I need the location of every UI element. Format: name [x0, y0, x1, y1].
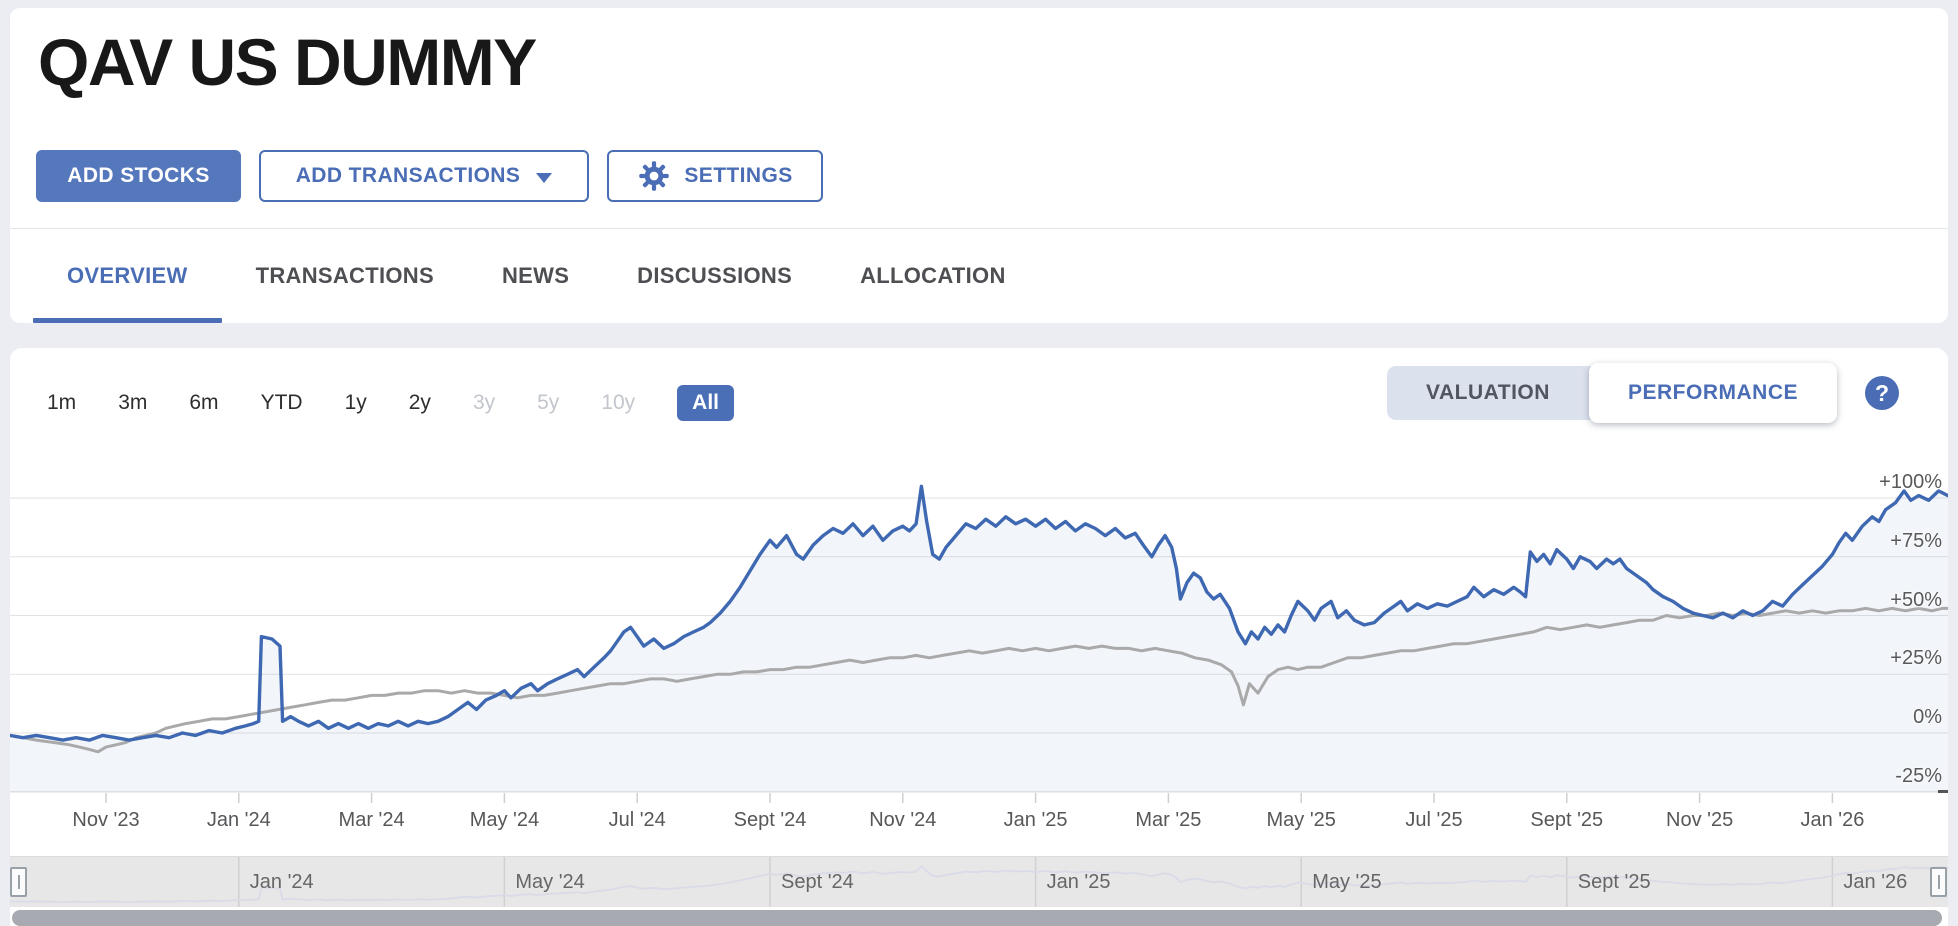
- x-axis-labels: Nov '23 Jan '24 Mar '24 May '24 Jul '24 Sept …: [10, 809, 1948, 839]
- navigator-left-handle[interactable]: [10, 867, 27, 897]
- add-transactions-label: ADD TRANSACTIONS: [295, 164, 521, 187]
- y-axis-label: +100%: [1879, 471, 1942, 493]
- x-axis-label: Nov '23: [72, 809, 140, 831]
- range-ytd[interactable]: YTD: [260, 391, 303, 414]
- y-axis-label: -25%: [1895, 764, 1942, 787]
- range-1m[interactable]: 1m: [47, 391, 77, 414]
- navigator-label: Jan '24: [249, 871, 314, 893]
- x-axis-label: Jul '25: [1405, 809, 1463, 831]
- x-axis-label: Nov '24: [869, 809, 937, 831]
- x-axis-label: Mar '24: [338, 809, 405, 831]
- x-axis-label: Jul '24: [608, 809, 666, 831]
- view-toggle: VALUATION PERFORMANCE: [1387, 363, 1837, 423]
- tab-discussions-label: DISCUSSIONS: [637, 262, 793, 288]
- navigator-label: May '25: [1312, 871, 1382, 893]
- tab-allocation-label: ALLOCATION: [860, 262, 1006, 288]
- tab-news[interactable]: NEWS: [468, 228, 603, 323]
- navigator-label: Sept '24: [781, 871, 854, 893]
- tab-overview-label: OVERVIEW: [67, 262, 188, 288]
- x-axis-label: Jan '24: [206, 809, 271, 831]
- chevron-down-icon: [536, 172, 553, 183]
- x-axis-label: May '24: [469, 809, 540, 831]
- header-actions: ADD STOCKS ADD TRANSACTIONS: [36, 150, 823, 202]
- chart-card: 1m 3m 6m YTD 1y 2y 3y 5y 10y All VALUATI…: [10, 348, 1948, 926]
- tab-overview[interactable]: OVERVIEW: [33, 228, 222, 323]
- navigator-label: Jan '25: [1046, 871, 1111, 893]
- y-axis-label: +50%: [1890, 588, 1942, 611]
- x-axis-label: Mar '25: [1135, 809, 1202, 831]
- help-icon[interactable]: ?: [1865, 376, 1899, 410]
- tab-discussions[interactable]: DISCUSSIONS: [603, 228, 826, 323]
- horizontal-scrollbar[interactable]: [12, 910, 1942, 926]
- range-6m[interactable]: 6m: [189, 391, 219, 414]
- x-axis-label: May '25: [1266, 809, 1336, 831]
- add-stocks-button[interactable]: ADD STOCKS: [36, 150, 241, 202]
- performance-toggle-button[interactable]: PERFORMANCE: [1589, 363, 1837, 423]
- navigator-chart: [10, 857, 1948, 907]
- x-axis-label: Sept '24: [733, 809, 807, 831]
- range-3m[interactable]: 3m: [118, 391, 148, 414]
- y-axis-label: +25%: [1890, 647, 1942, 670]
- navigator-label: May '24: [515, 871, 585, 893]
- navigator-right-handle[interactable]: [1930, 867, 1947, 897]
- x-axis-label: Sept '25: [1530, 809, 1604, 831]
- range-5y: 5y: [537, 391, 560, 414]
- tab-transactions-label: TRANSACTIONS: [255, 262, 434, 288]
- chart-navigator[interactable]: Jan '24 May '24 Sept '24 Jan '25 May '25 Sept…: [10, 856, 1948, 907]
- add-stocks-label: ADD STOCKS: [67, 164, 210, 187]
- navigator-label: Sept '25: [1577, 871, 1651, 893]
- gear-icon: [637, 159, 671, 193]
- header-section: QAV US DUMMY ADD STOCKS ADD TRANSACTIONS: [10, 8, 1948, 229]
- settings-label: SETTINGS: [684, 164, 793, 187]
- range-all[interactable]: All: [677, 385, 735, 421]
- tab-transactions[interactable]: TRANSACTIONS: [222, 228, 468, 323]
- valuation-toggle-button[interactable]: VALUATION: [1426, 381, 1550, 404]
- settings-button[interactable]: SETTINGS: [607, 150, 823, 202]
- header-card: QAV US DUMMY ADD STOCKS ADD TRANSACTIONS: [10, 8, 1948, 323]
- add-transactions-button[interactable]: ADD TRANSACTIONS: [259, 150, 589, 202]
- tab-bar: OVERVIEW TRANSACTIONS NEWS DISCUSSIONS A…: [33, 228, 1040, 323]
- performance-chart[interactable]: [10, 440, 1948, 805]
- range-1y[interactable]: 1y: [344, 391, 367, 414]
- range-selector: 1m 3m 6m YTD 1y 2y 3y 5y 10y All: [47, 384, 735, 422]
- range-3y: 3y: [472, 391, 496, 414]
- x-axis-label: Jan '26: [1800, 809, 1865, 831]
- x-axis-label: Nov '25: [1666, 809, 1734, 831]
- tab-news-label: NEWS: [501, 262, 570, 288]
- range-2y[interactable]: 2y: [408, 391, 431, 414]
- range-10y: 10y: [601, 391, 636, 414]
- y-axis-label: 0%: [1913, 706, 1942, 728]
- navigator-label: Jan '26: [1843, 871, 1908, 893]
- y-axis-label: +75%: [1890, 529, 1942, 552]
- tab-allocation[interactable]: ALLOCATION: [826, 228, 1040, 323]
- page-title: QAV US DUMMY: [38, 25, 537, 99]
- x-axis-label: Jan '25: [1003, 809, 1068, 831]
